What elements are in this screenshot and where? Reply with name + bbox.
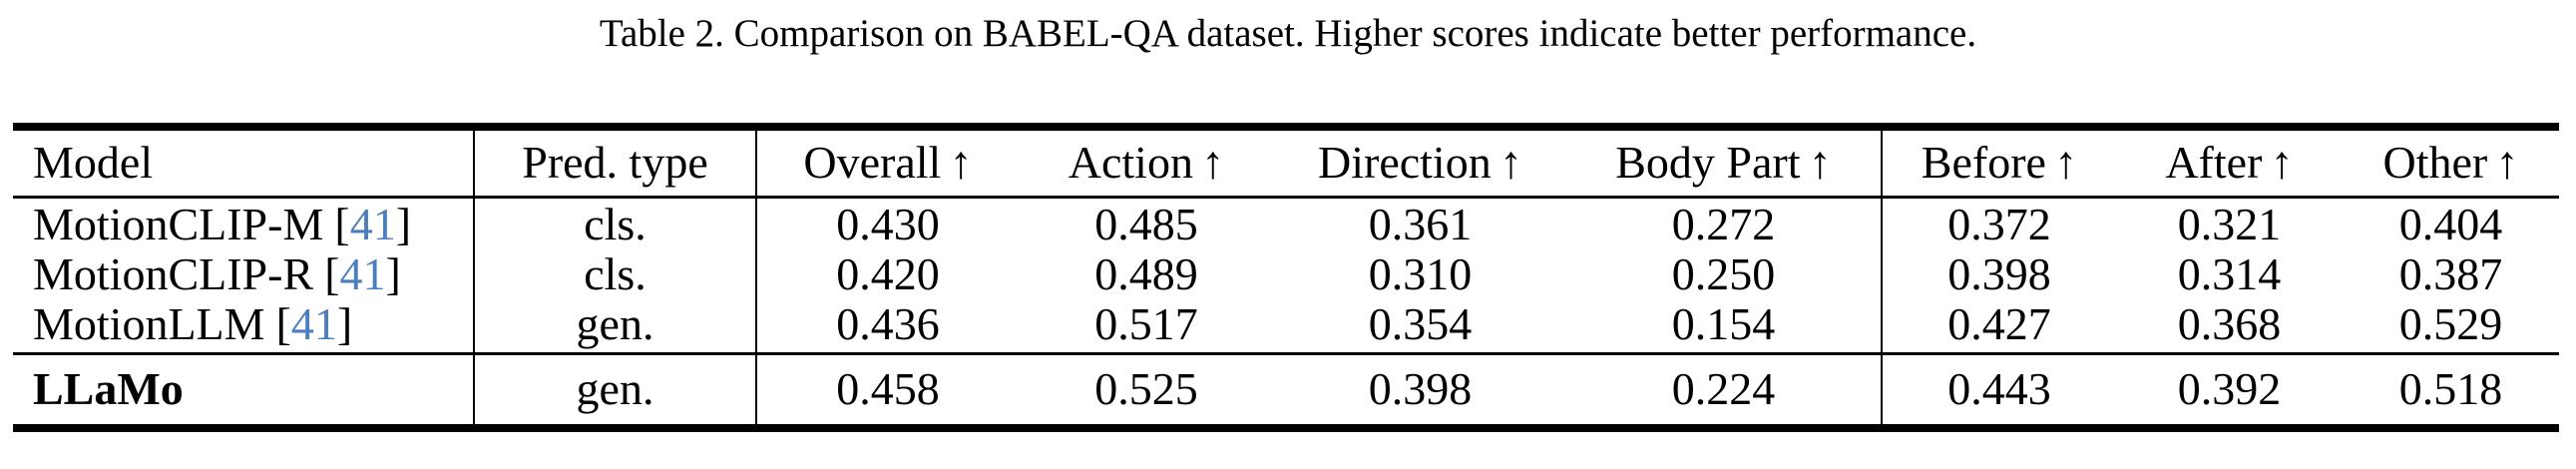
- model-name: MotionCLIP-R: [33, 248, 314, 299]
- cell-body-part: 0.224: [1671, 363, 1776, 415]
- cell-after: 0.392: [2177, 363, 2282, 415]
- header-row: Model Pred. type Overall ↑ Action ↑ Direct…: [13, 127, 2559, 197]
- cell-after: 0.368: [2177, 298, 2282, 350]
- results-table: Model Pred. type Overall ↑ Action ↑ Direct…: [13, 123, 2559, 432]
- up-arrow-icon: ↑: [2495, 137, 2519, 189]
- col-header-direction: Direction ↑: [1274, 127, 1566, 197]
- cell-other: 0.529: [2398, 298, 2503, 350]
- cell-direction: 0.310: [1368, 248, 1473, 299]
- citation-bracket: [: [324, 248, 340, 299]
- citation-ref: [41]: [334, 199, 411, 249]
- header-label: Direction: [1318, 137, 1492, 189]
- cell-overall: 0.436: [755, 297, 1019, 353]
- model-name-cell: MotionCLIP-R [41]: [13, 251, 474, 297]
- cell-action: 0.517: [1094, 298, 1198, 350]
- pred-type-cell: cls.: [473, 251, 756, 297]
- header-label: Body Part: [1615, 137, 1801, 189]
- cell-overall: 0.430: [755, 197, 1019, 251]
- cell-other: 0.387: [2398, 248, 2503, 299]
- table-row-motionllm: MotionLLM [41] gen. 0.436 0.517 0.354 0.1…: [13, 297, 2559, 353]
- up-arrow-icon: ↑: [1201, 137, 1225, 189]
- pred-type-cell: gen.: [473, 353, 756, 428]
- cell-body-part: 0.154: [1671, 298, 1776, 350]
- col-header-body-part: Body Part ↑: [1566, 127, 1882, 197]
- model-name-cell: LLaMo: [13, 353, 474, 428]
- citation-bracket: ]: [336, 298, 353, 350]
- cell-body-part: 0.272: [1671, 199, 1776, 250]
- header-label: Before: [1921, 137, 2046, 189]
- header-label: Action: [1068, 137, 1193, 189]
- col-header-overall: Overall ↑: [755, 127, 1019, 197]
- cell-other: 0.404: [2398, 199, 2503, 250]
- up-arrow-icon: ↑: [2054, 137, 2078, 189]
- cell-direction: 0.361: [1368, 199, 1473, 250]
- table-row-motionclip-m: MotionCLIP-M [41] cls. 0.430 0.485 0.361 …: [13, 197, 2559, 251]
- cell-before: 0.427: [1881, 297, 2116, 353]
- model-name-cell: MotionLLM [41]: [13, 297, 474, 353]
- model-name-cell: MotionCLIP-M [41]: [13, 197, 474, 251]
- citation-bracket: [: [334, 199, 350, 250]
- up-arrow-icon: ↑: [949, 137, 973, 189]
- cell-after: 0.314: [2177, 248, 2282, 299]
- citation-ref: [41]: [324, 248, 401, 299]
- header-label: Overall: [803, 137, 942, 189]
- citation-bracket: [: [275, 298, 291, 350]
- cell-action: 0.485: [1094, 199, 1198, 250]
- table-caption: Table 2. Comparison on BABEL-QA dataset.…: [599, 12, 1977, 55]
- cell-overall: 0.458: [755, 353, 1019, 428]
- col-header-other: Other ↑: [2343, 127, 2559, 197]
- cell-action: 0.489: [1094, 248, 1198, 299]
- cell-direction: 0.398: [1368, 363, 1473, 415]
- cell-before: 0.372: [1881, 197, 2116, 251]
- up-arrow-icon: ↑: [1808, 137, 1832, 189]
- citation-link[interactable]: 41: [349, 199, 396, 250]
- header-label: Model: [33, 137, 154, 189]
- cell-action: 0.525: [1094, 363, 1198, 415]
- cell-direction: 0.354: [1368, 298, 1473, 350]
- citation-link[interactable]: 41: [339, 248, 386, 299]
- col-header-action: Action ↑: [1019, 127, 1274, 197]
- cell-other: 0.518: [2398, 363, 2503, 415]
- citation-bracket: ]: [385, 248, 401, 299]
- model-name: MotionLLM: [33, 298, 265, 350]
- citation-bracket: ]: [395, 199, 412, 250]
- up-arrow-icon: ↑: [1499, 137, 1522, 189]
- up-arrow-icon: ↑: [2270, 137, 2294, 189]
- col-header-before: Before ↑: [1881, 127, 2116, 197]
- col-header-pred-type: Pred. type: [473, 127, 756, 197]
- table-row-llamo: LLaMo gen. 0.458 0.525 0.398 0.224 0.443…: [13, 353, 2559, 428]
- header-label: Pred. type: [522, 137, 708, 189]
- col-header-after: After ↑: [2116, 127, 2343, 197]
- cell-body-part: 0.250: [1671, 248, 1776, 299]
- header-label: After: [2165, 137, 2263, 189]
- model-name: LLaMo: [33, 363, 184, 415]
- citation-link[interactable]: 41: [290, 298, 337, 350]
- header-label: Other: [2382, 137, 2488, 189]
- col-header-model: Model: [13, 127, 474, 197]
- citation-ref: [41]: [276, 298, 353, 349]
- cell-after: 0.321: [2177, 199, 2282, 250]
- pred-type-cell: gen.: [473, 297, 756, 353]
- cell-before: 0.443: [1881, 353, 2116, 428]
- model-name: MotionCLIP-M: [33, 199, 324, 250]
- table-row-motionclip-r: MotionCLIP-R [41] cls. 0.420 0.489 0.310 …: [13, 251, 2559, 297]
- cell-before: 0.398: [1881, 251, 2116, 297]
- cell-overall: 0.420: [755, 251, 1019, 297]
- pred-type-cell: cls.: [473, 197, 756, 251]
